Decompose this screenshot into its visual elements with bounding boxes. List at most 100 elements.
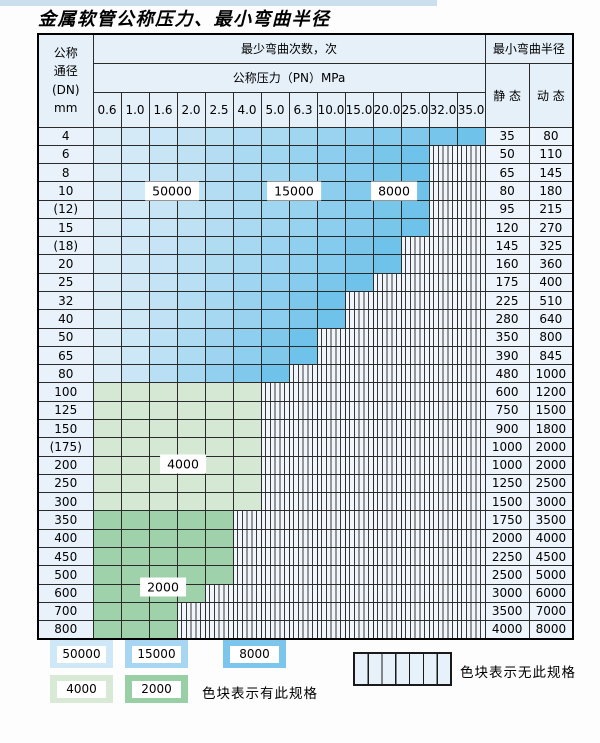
spec-cell [400,217,430,238]
no-spec-cell [288,492,318,512]
static-radius-cell: 145 [484,236,530,256]
no-spec-cell [428,437,458,457]
dn-cell: 500 [37,565,94,585]
table-row: 50 350 800 [37,327,574,347]
no-spec-cell [316,601,346,622]
no-spec-cell [316,382,346,402]
no-spec-cell [400,601,430,622]
spec-cell [120,455,150,475]
dynamic-radius-cell: 800 [528,327,574,347]
dynamic-radius-cell: 1800 [528,418,574,439]
spec-cell [176,291,206,311]
dn-cell: 450 [37,546,94,567]
dynamic-radius-cell: 400 [528,272,574,293]
spec-cell [148,492,178,512]
bend-cycles-header: 最少弯曲次数，次 [92,33,486,64]
no-spec-cell [428,181,458,201]
spec-cell [176,126,206,146]
spec-cell [148,345,178,366]
no-spec-cell [428,620,458,640]
dn-header-line: 通径 [53,64,78,79]
no-spec-cell [344,455,374,475]
spec-cell [92,291,122,311]
static-radius-cell: 3500 [484,601,530,622]
spec-cell [176,327,206,347]
spec-cell [204,400,234,421]
no-spec-cell [400,327,430,347]
spec-cell [92,418,122,439]
no-spec-cell [456,418,486,439]
no-spec-cell [372,309,402,329]
no-spec-cell [456,181,486,201]
no-spec-cell [232,583,262,603]
no-spec-cell [260,620,290,640]
spec-cell [232,400,262,421]
spec-cell [148,126,178,146]
spec-cell [232,437,262,457]
dn-cell: 400 [37,528,94,548]
spec-cell [204,181,234,201]
dynamic-radius-cell: 360 [528,254,574,274]
table-row: 400 2000 4000 [37,528,574,548]
spec-cell [288,144,318,165]
static-radius-cell: 2500 [484,565,530,585]
dn-cell: 80 [37,364,94,384]
no-spec-cell [372,400,402,421]
no-spec-cell [456,620,486,640]
spec-cell [316,309,346,329]
no-spec-cell [456,272,486,293]
no-spec-cell [400,583,430,603]
spec-cell [148,601,178,622]
no-spec-cell [372,601,402,622]
spec-cell [316,181,346,201]
no-spec-cell [456,217,486,238]
table-body: 4 35 80 6 50 110 8 65 145 10 80 180 (12) 95 215 15 120 27… [37,126,574,640]
spec-cell [260,236,290,256]
no-spec-cell [428,492,458,512]
no-spec-cell [344,309,374,329]
dn-cell: (175) [37,437,94,457]
spec-cell [204,364,234,384]
no-spec-cell [400,473,430,494]
spec-cell [204,163,234,183]
no-spec-cell [372,546,402,567]
dynamic-radius-cell: 145 [528,163,574,183]
no-spec-cell [260,492,290,512]
spec-cell [372,254,402,274]
no-spec-cell [372,364,402,384]
spec-cell [232,163,262,183]
spec-cell [176,492,206,512]
spec-cell [204,382,234,402]
spec-cell [176,199,206,219]
no-spec-cell [428,217,458,238]
spec-cell [204,272,234,293]
no-spec-cell [428,254,458,274]
dynamic-radius-cell: 270 [528,217,574,238]
no-spec-cell [400,309,430,329]
dynamic-column-header: 动 态 [528,62,574,128]
table-row: 700 3500 7000 [37,601,574,622]
spec-cell [204,528,234,548]
spec-cell [120,144,150,165]
dynamic-radius-cell: 325 [528,236,574,256]
spec-cell [120,382,150,402]
no-spec-cell [428,382,458,402]
no-spec-cell [344,364,374,384]
spec-cell [176,254,206,274]
no-spec-cell [428,583,458,603]
spec-cell [456,126,486,146]
no-spec-cell [344,492,374,512]
no-spec-cell [400,418,430,439]
no-spec-cell [288,546,318,567]
no-spec-cell [456,510,486,530]
spec-cell [316,217,346,238]
no-spec-cell [260,601,290,622]
static-radius-cell: 1750 [484,510,530,530]
no-spec-cell [456,291,486,311]
spec-cell [92,382,122,402]
spec-cell [204,236,234,256]
pressure-col-header: 4.0 [232,91,262,128]
spec-cell [148,546,178,567]
no-spec-cell [260,528,290,548]
spec-cell [148,528,178,548]
